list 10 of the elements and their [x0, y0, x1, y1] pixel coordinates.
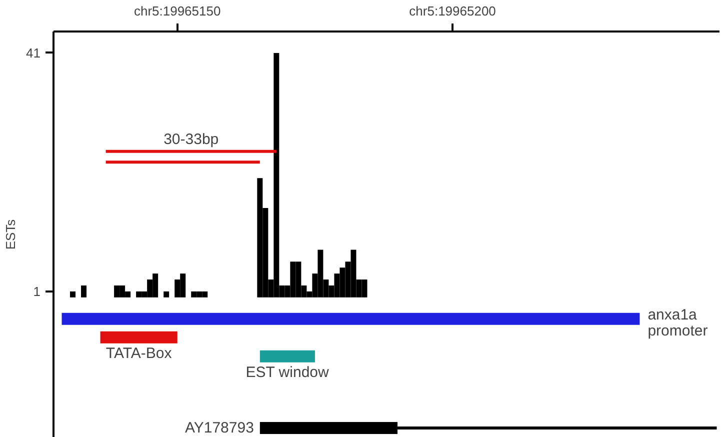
x-tick-label: chr5:19965200 — [409, 4, 496, 18]
y-axis-title: ESTs — [3, 218, 18, 250]
series-label: TATA-Box — [106, 344, 172, 362]
series-label: EST window — [246, 364, 330, 381]
series-label: anxa1a promoter — [648, 306, 708, 340]
y-tick-label: 41 — [26, 45, 41, 60]
y-tick-label: 1 — [33, 284, 41, 299]
annotation: 30-33bp — [164, 130, 219, 148]
series-label: AY178793 — [184, 419, 254, 436]
x-tick-label: chr5:19965150 — [134, 4, 221, 18]
